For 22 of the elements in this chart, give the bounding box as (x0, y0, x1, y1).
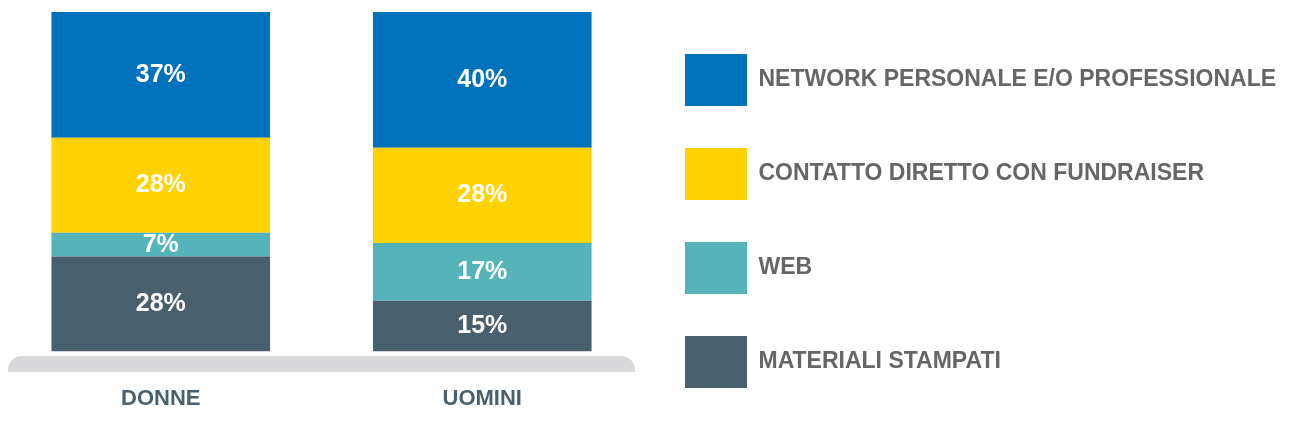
legend-label: MATERIALI STAMPATI (758, 347, 1001, 374)
x-tick-label: UOMINI (442, 384, 522, 410)
bar (372, 242, 592, 301)
data-label: 37% (135, 58, 186, 87)
bar (372, 300, 592, 352)
bar (51, 137, 271, 233)
data-label: 28% (135, 287, 186, 316)
bar (372, 147, 592, 243)
data-label: 28% (457, 179, 508, 208)
data-label: 15% (457, 310, 508, 339)
data-label: 28% (135, 169, 186, 198)
data-label: 40% (457, 63, 508, 92)
data-label: 17% (457, 255, 508, 284)
bar (51, 232, 271, 257)
bar (372, 12, 592, 148)
legend-label: CONTATTO DIRETTO CON FUNDRAISER (758, 159, 1205, 186)
x-tick-label: DONNE (121, 384, 201, 410)
bar (51, 256, 271, 352)
legend-label: WEB (758, 253, 813, 280)
data-label: 7% (142, 228, 179, 257)
legend-label: NETWORK PERSONALE E/O PROFESSIONALE (758, 65, 1277, 92)
bar (51, 12, 271, 138)
